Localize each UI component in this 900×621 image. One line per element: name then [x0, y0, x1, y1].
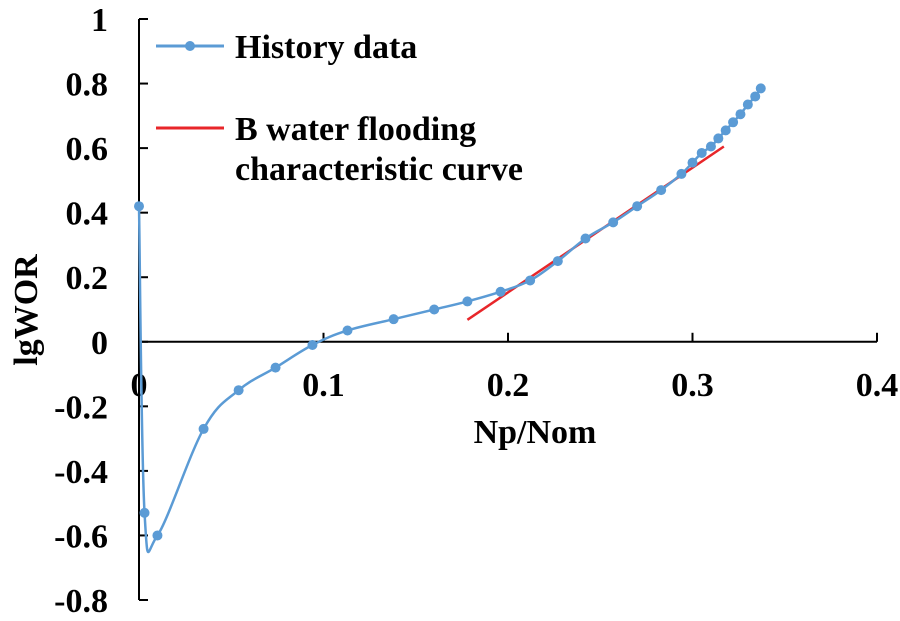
- history-data-point: [608, 217, 619, 228]
- history-data-point: [755, 83, 766, 94]
- history-data-point: [735, 109, 746, 120]
- history-data-point: [525, 275, 536, 286]
- legend: History data B water flooding characteri…: [156, 29, 523, 188]
- history-data-point: [742, 99, 753, 110]
- x-tick-label: 0.3: [671, 367, 714, 404]
- history-data-point: [696, 147, 707, 158]
- x-tick-label: 0: [131, 367, 148, 404]
- y-ticks: -0.8 -0.6 -0.4 -0.2 0 0.2 0.4 0.6 0.8 1: [54, 2, 148, 620]
- y-tick-label: -0.4: [54, 454, 108, 491]
- history-data-point: [552, 256, 563, 267]
- axes: [138, 19, 877, 600]
- y-tick-label: 0.6: [66, 131, 109, 168]
- x-tick-label: 0.2: [487, 367, 530, 404]
- history-data-point: [687, 157, 698, 168]
- history-data-point: [495, 286, 506, 297]
- history-data-point: [750, 91, 761, 102]
- y-tick-label: -0.2: [54, 389, 108, 426]
- series-layer: [134, 83, 766, 554]
- history-data-point: [388, 314, 399, 325]
- y-tick-label: 1: [91, 2, 108, 39]
- x-ticks: 0 0.1 0.2 0.3 0.4: [131, 332, 899, 404]
- history-data-point: [720, 125, 731, 136]
- history-data-point: [728, 117, 739, 128]
- y-axis-title: lgWOR: [8, 254, 45, 366]
- y-tick-label: 0.4: [66, 196, 109, 233]
- history-data-point: [139, 507, 150, 518]
- legend-b-curve-label-line-1: B water flooding: [235, 111, 476, 148]
- history-data-point: [462, 296, 473, 307]
- history-data-point: [713, 133, 724, 144]
- history-data-point: [270, 362, 281, 373]
- history-data-point: [307, 340, 318, 351]
- history-data-point: [705, 141, 716, 152]
- y-tick-label: -0.8: [54, 583, 108, 620]
- history-data-point: [342, 325, 353, 336]
- history-data-point: [429, 304, 440, 315]
- legend-history-marker-swatch: [185, 41, 195, 51]
- y-tick-label: 0: [91, 325, 108, 362]
- x-tick-label: 0.4: [856, 367, 899, 404]
- history-data-point: [580, 233, 591, 244]
- y-tick-label: 0.8: [66, 67, 109, 104]
- history-data-point: [656, 185, 667, 196]
- history-data-point: [632, 201, 643, 212]
- legend-history-label: History data: [235, 29, 417, 66]
- history-data-point: [233, 385, 244, 396]
- x-tick-label: 0.1: [302, 367, 345, 404]
- history-data-point: [198, 423, 209, 434]
- history-data-point: [134, 201, 144, 212]
- x-axis-title: Np/Nom: [474, 414, 597, 451]
- legend-b-curve-label-line-2: characteristic curve: [235, 151, 523, 188]
- y-tick-label: -0.6: [54, 518, 108, 555]
- history-data-point: [676, 168, 687, 179]
- history-data-point: [152, 530, 163, 541]
- y-tick-label: 0.2: [66, 260, 109, 297]
